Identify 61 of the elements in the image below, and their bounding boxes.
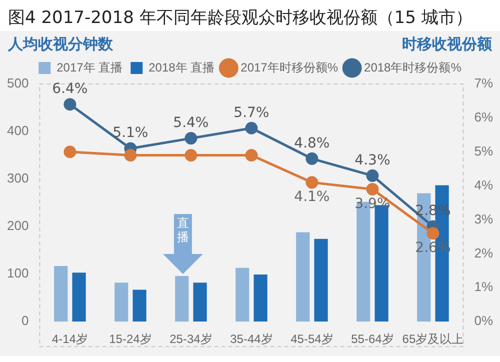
x-tick-label: 4-14岁: [52, 332, 88, 346]
bar: [254, 274, 268, 322]
point: [245, 149, 258, 162]
y-tick-label: 500: [6, 76, 29, 91]
y2-axis-title: 时移收视份额: [402, 35, 492, 54]
data-label: 5.4%: [173, 114, 209, 131]
data-label: 5.7%: [234, 104, 270, 121]
bar: [296, 232, 310, 322]
point: [366, 182, 379, 196]
data-label: 2.6%: [415, 240, 451, 256]
point: [245, 122, 258, 134]
point: [64, 146, 76, 158]
annotation: 直播: [176, 216, 189, 244]
y-tick-label: 100: [6, 266, 29, 281]
bar: [114, 282, 128, 322]
data-label: 4.3%: [354, 152, 390, 168]
y2-tick-label: 1%: [474, 279, 494, 294]
bar: [132, 290, 146, 322]
data-label: 5.1%: [112, 125, 148, 142]
y2-tick-label: 6%: [474, 110, 494, 125]
y2-tick-label: 7%: [474, 76, 494, 91]
y-tick-label: 200: [6, 218, 29, 234]
x-tick-label: 65岁及以上: [402, 332, 464, 346]
y-tick-label: 400: [6, 123, 29, 138]
y2-tick-label: 0%: [474, 313, 494, 328]
y2-tick-label: 3%: [474, 211, 494, 226]
x-tick-label: 45-54岁: [290, 332, 334, 346]
x-tick-label: 25-34岁: [170, 332, 212, 346]
bar: [175, 276, 189, 322]
y2-tick-label: 4%: [474, 177, 494, 192]
data-label: 4.1%: [294, 189, 330, 206]
y2-tick-label: 5%: [474, 143, 494, 158]
bar: [72, 272, 86, 322]
data-label: 2.8%: [415, 203, 451, 220]
x-tick-label: 15-24岁: [109, 332, 152, 346]
point: [366, 169, 379, 182]
data-label: 3.9%: [354, 196, 390, 212]
point: [306, 152, 318, 165]
point: [64, 98, 76, 111]
y2-tick-label: 2%: [474, 245, 494, 260]
point: [184, 132, 198, 145]
bar: [193, 282, 207, 322]
chart-title: 图4 2017-2018 年不同年龄段观众时移收视份额（15 城市）: [7, 7, 474, 30]
bar: [314, 238, 328, 322]
point: [306, 176, 318, 189]
y-tick-label: 0: [21, 313, 29, 328]
legend-label: 2018年 直播: [148, 60, 215, 74]
legend-label: 2017年时移份额%: [240, 60, 338, 74]
bar: [54, 266, 68, 322]
point: [426, 227, 440, 240]
x-tick-label: 55-64岁: [351, 332, 394, 346]
y-axis-title: 人均收视分钟数: [8, 35, 113, 54]
y-tick-label: 300: [6, 170, 29, 186]
x-tick-label: 35-44岁: [230, 332, 273, 346]
point: [124, 149, 137, 162]
data-label: 4.8%: [294, 135, 330, 152]
data-label: 6.4%: [52, 81, 88, 98]
legend-label: 2017年 直播: [56, 60, 123, 74]
point: [184, 149, 198, 162]
legend-label: 2018年时移份额%: [364, 60, 462, 74]
bar: [236, 268, 250, 322]
